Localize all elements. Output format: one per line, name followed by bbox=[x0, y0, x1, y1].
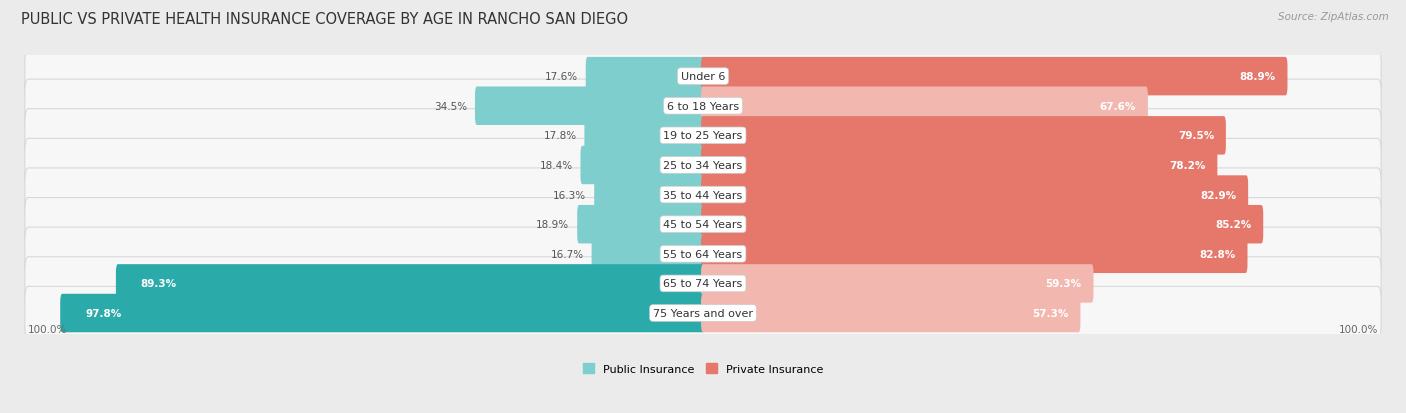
FancyBboxPatch shape bbox=[702, 264, 1094, 303]
Text: 59.3%: 59.3% bbox=[1046, 279, 1081, 289]
Text: 6 to 18 Years: 6 to 18 Years bbox=[666, 102, 740, 112]
Text: 65 to 74 Years: 65 to 74 Years bbox=[664, 279, 742, 289]
Text: 18.9%: 18.9% bbox=[536, 220, 569, 230]
Text: 19 to 25 Years: 19 to 25 Years bbox=[664, 131, 742, 141]
FancyBboxPatch shape bbox=[60, 294, 704, 332]
FancyBboxPatch shape bbox=[25, 287, 1381, 340]
Text: 34.5%: 34.5% bbox=[434, 102, 467, 112]
Text: 82.8%: 82.8% bbox=[1199, 249, 1236, 259]
Text: 57.3%: 57.3% bbox=[1032, 308, 1069, 318]
Text: 67.6%: 67.6% bbox=[1099, 102, 1136, 112]
FancyBboxPatch shape bbox=[702, 58, 1288, 96]
FancyBboxPatch shape bbox=[115, 264, 704, 303]
FancyBboxPatch shape bbox=[25, 50, 1381, 104]
FancyBboxPatch shape bbox=[702, 87, 1147, 126]
Text: 78.2%: 78.2% bbox=[1170, 161, 1205, 171]
FancyBboxPatch shape bbox=[702, 205, 1263, 244]
Legend: Public Insurance, Private Insurance: Public Insurance, Private Insurance bbox=[579, 359, 827, 378]
FancyBboxPatch shape bbox=[702, 235, 1247, 273]
Text: 16.7%: 16.7% bbox=[551, 249, 583, 259]
FancyBboxPatch shape bbox=[702, 294, 1080, 332]
FancyBboxPatch shape bbox=[592, 235, 704, 273]
Text: 16.3%: 16.3% bbox=[553, 190, 586, 200]
FancyBboxPatch shape bbox=[25, 198, 1381, 251]
Text: 55 to 64 Years: 55 to 64 Years bbox=[664, 249, 742, 259]
Text: 45 to 54 Years: 45 to 54 Years bbox=[664, 220, 742, 230]
Text: 79.5%: 79.5% bbox=[1178, 131, 1215, 141]
Text: PUBLIC VS PRIVATE HEALTH INSURANCE COVERAGE BY AGE IN RANCHO SAN DIEGO: PUBLIC VS PRIVATE HEALTH INSURANCE COVER… bbox=[21, 12, 628, 27]
FancyBboxPatch shape bbox=[578, 205, 704, 244]
FancyBboxPatch shape bbox=[475, 87, 704, 126]
FancyBboxPatch shape bbox=[586, 58, 704, 96]
FancyBboxPatch shape bbox=[25, 257, 1381, 310]
Text: 18.4%: 18.4% bbox=[540, 161, 572, 171]
FancyBboxPatch shape bbox=[25, 139, 1381, 192]
FancyBboxPatch shape bbox=[585, 117, 704, 155]
Text: 25 to 34 Years: 25 to 34 Years bbox=[664, 161, 742, 171]
Text: 82.9%: 82.9% bbox=[1201, 190, 1236, 200]
Text: 100.0%: 100.0% bbox=[1339, 325, 1378, 335]
Text: 100.0%: 100.0% bbox=[28, 325, 67, 335]
Text: Source: ZipAtlas.com: Source: ZipAtlas.com bbox=[1278, 12, 1389, 22]
Text: 89.3%: 89.3% bbox=[141, 279, 177, 289]
Text: 75 Years and over: 75 Years and over bbox=[652, 308, 754, 318]
Text: 97.8%: 97.8% bbox=[86, 308, 121, 318]
Text: 35 to 44 Years: 35 to 44 Years bbox=[664, 190, 742, 200]
Text: 88.9%: 88.9% bbox=[1240, 72, 1275, 82]
Text: 17.6%: 17.6% bbox=[544, 72, 578, 82]
FancyBboxPatch shape bbox=[702, 176, 1249, 214]
FancyBboxPatch shape bbox=[25, 228, 1381, 281]
FancyBboxPatch shape bbox=[595, 176, 704, 214]
FancyBboxPatch shape bbox=[25, 109, 1381, 163]
FancyBboxPatch shape bbox=[25, 169, 1381, 222]
Text: 85.2%: 85.2% bbox=[1215, 220, 1251, 230]
FancyBboxPatch shape bbox=[25, 80, 1381, 133]
FancyBboxPatch shape bbox=[702, 117, 1226, 155]
FancyBboxPatch shape bbox=[702, 146, 1218, 185]
Text: 17.8%: 17.8% bbox=[543, 131, 576, 141]
Text: Under 6: Under 6 bbox=[681, 72, 725, 82]
FancyBboxPatch shape bbox=[581, 146, 704, 185]
